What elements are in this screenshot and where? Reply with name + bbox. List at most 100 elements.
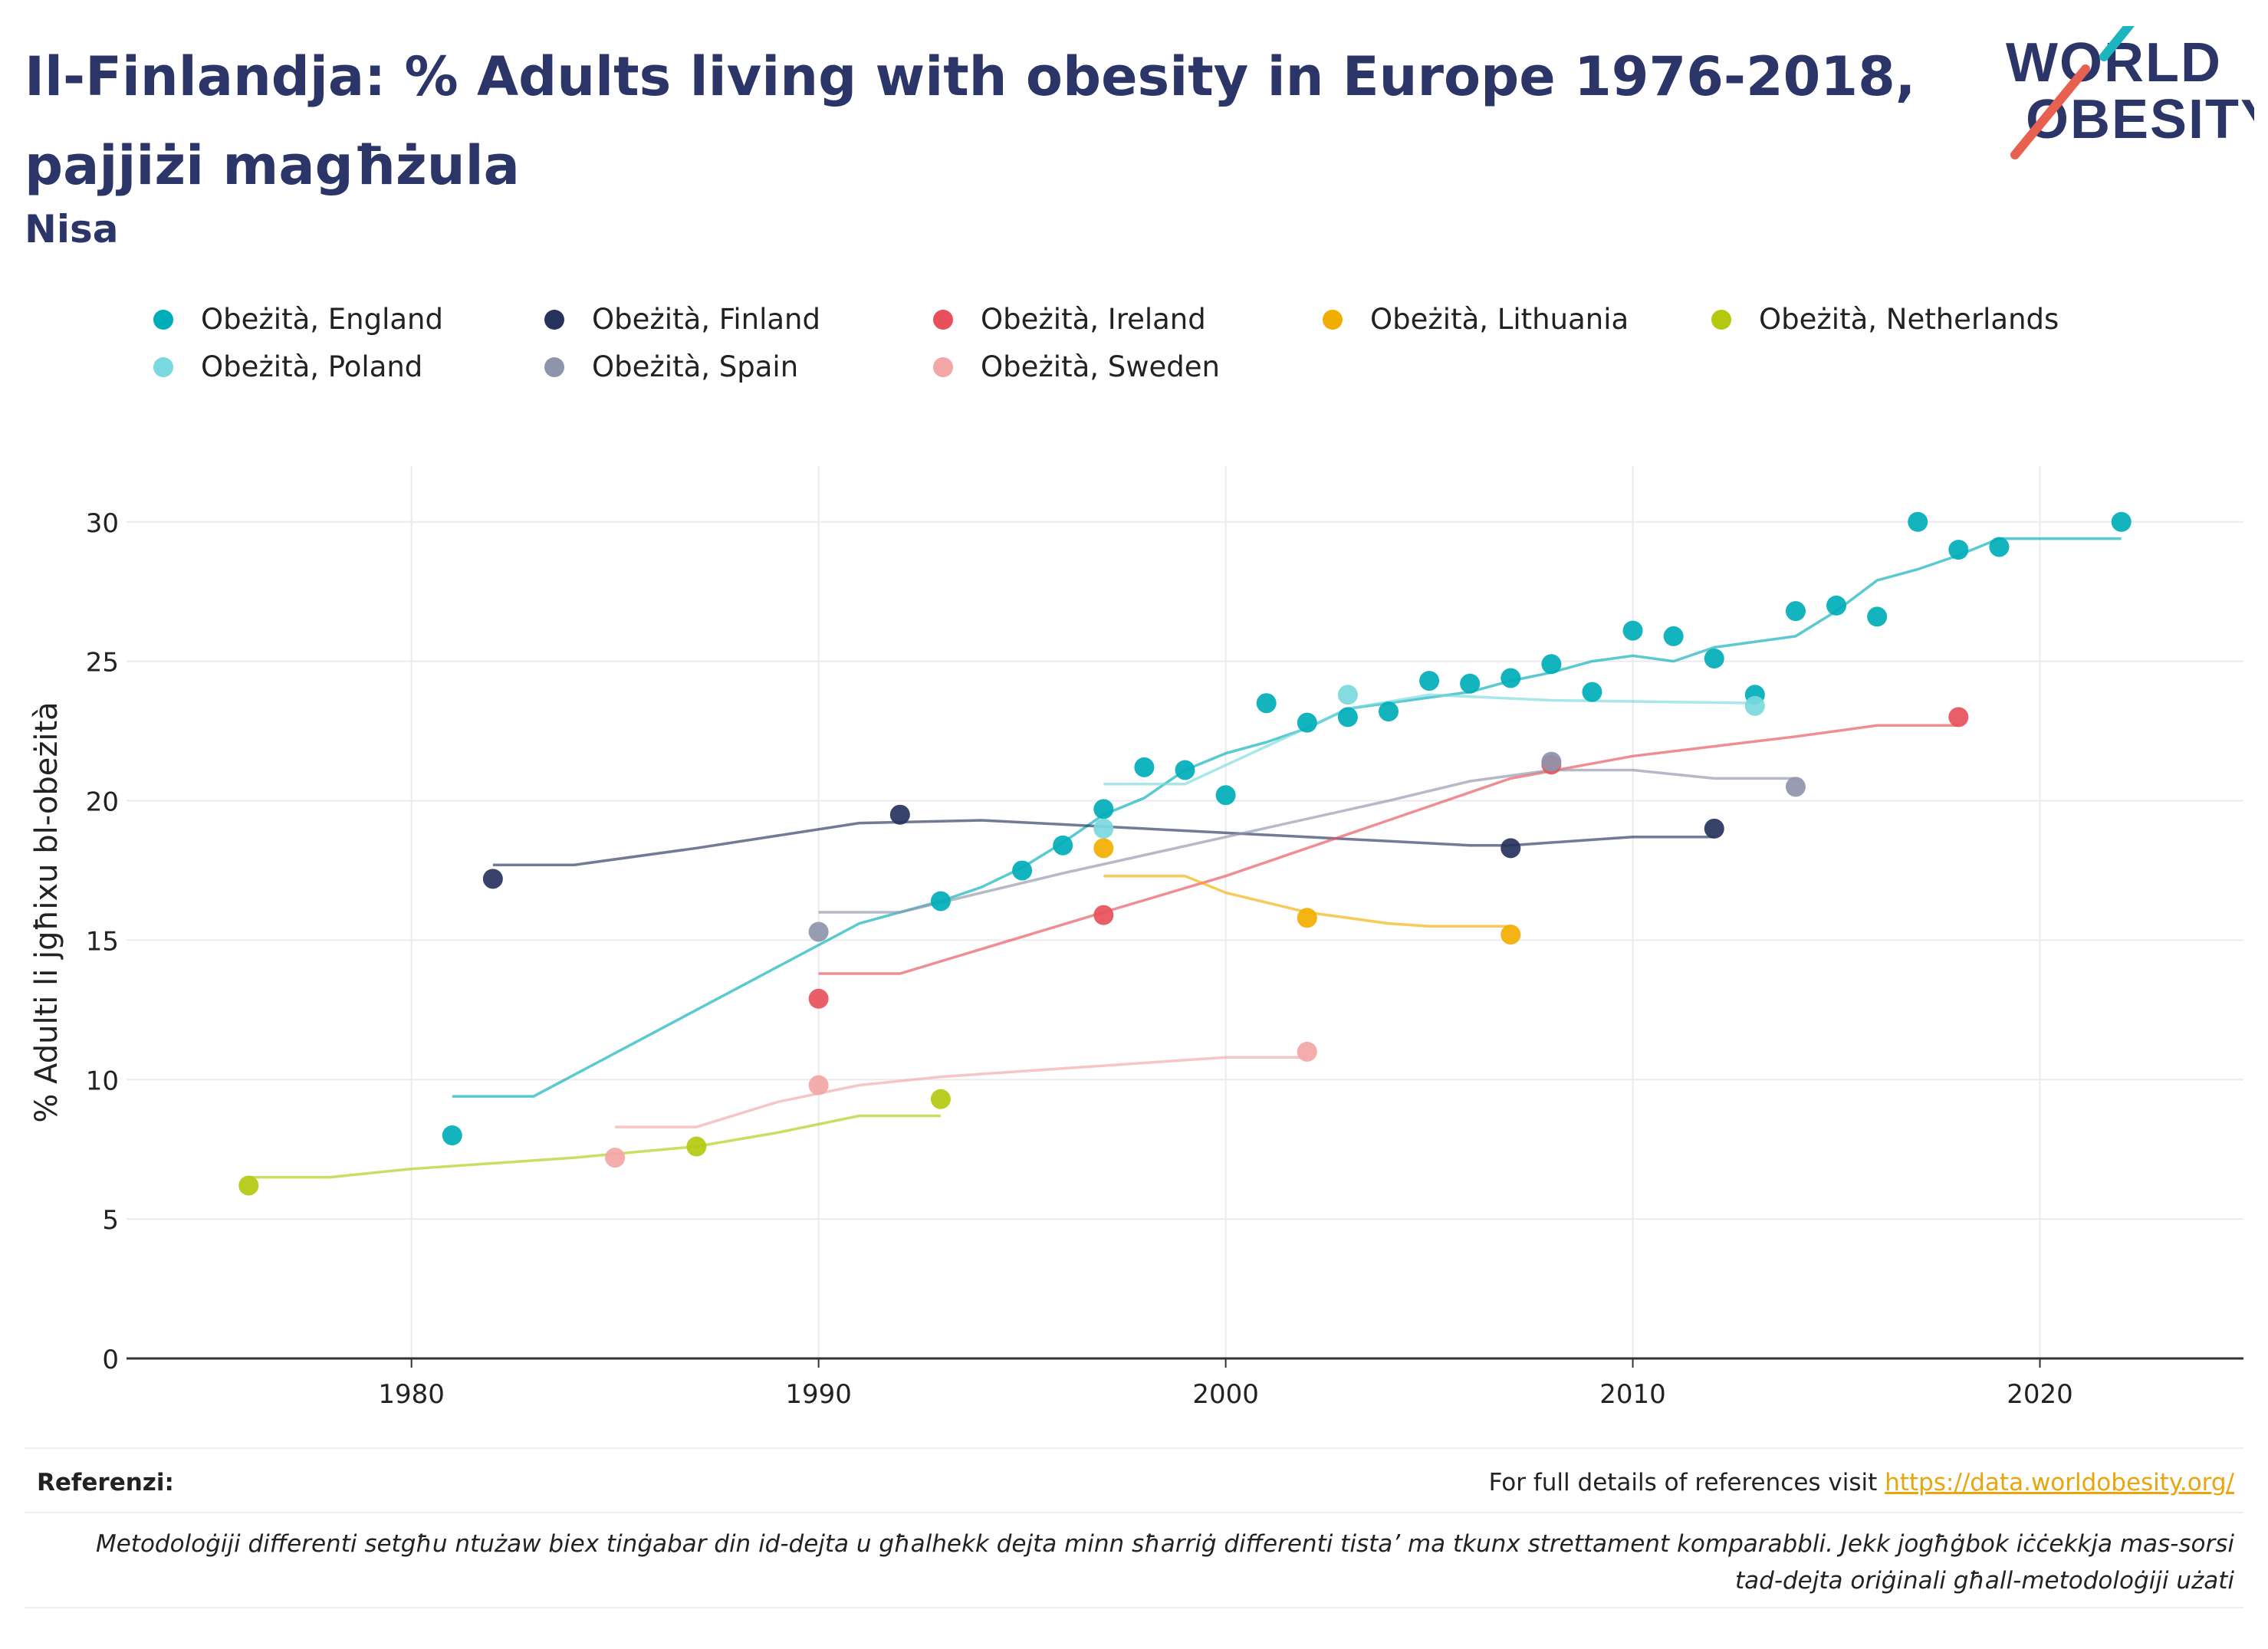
data-point (808, 1075, 829, 1096)
legend-label: Obeżità, Sweden (981, 350, 1220, 383)
legend-item[interactable]: Obeżità, Lithuania (1323, 303, 1629, 336)
data-point (1053, 835, 1073, 856)
data-point (1500, 668, 1521, 688)
data-point (1785, 777, 1806, 797)
legend-item[interactable]: Obeżità, Ireland (933, 303, 1206, 336)
data-point (1256, 693, 1277, 714)
trend-line (615, 1056, 1307, 1128)
data-point (1541, 751, 1562, 772)
legend-label: Obeżità, Spain (592, 350, 799, 383)
legend-marker (1711, 309, 1731, 330)
data-point (1093, 818, 1114, 839)
data-point (1460, 673, 1481, 694)
methodology-note: Metodoloġiji differenti setgħu ntużaw bi… (95, 1530, 2234, 1595)
data-point (1297, 908, 1317, 928)
data-point (1337, 707, 1358, 728)
logo-slash-teal (2099, 26, 2135, 61)
data-point (930, 891, 951, 912)
data-point (1012, 860, 1033, 881)
y-tick-label: 0 (102, 1345, 119, 1375)
legend-item[interactable]: Obeżità, England (153, 303, 443, 336)
data-point (1093, 838, 1114, 859)
legend-label: Obeżità, Ireland (981, 303, 1206, 336)
data-points (238, 511, 2132, 1196)
legend-marker (544, 309, 564, 330)
y-tick-label: 25 (86, 648, 119, 678)
data-point (1541, 654, 1562, 675)
legend-label: Obeżità, Netherlands (1759, 303, 2059, 336)
y-tick-label: 20 (86, 787, 119, 818)
axes: 0 5 10 15 20 25 30 1980 1990 2000 2010 2020 (86, 508, 2243, 1410)
data-point (482, 869, 503, 889)
page-title: Il-Finlandja: % Adults living with obesi… (25, 45, 1916, 197)
x-tick-label: 1980 (378, 1379, 445, 1410)
data-point (1134, 757, 1155, 777)
data-point (1419, 671, 1440, 691)
data-point (930, 1089, 951, 1109)
footer-divider-bottom (25, 1607, 2243, 1608)
data-point (1989, 537, 2010, 557)
logo-slash-red (2010, 64, 2090, 159)
grid-lines (127, 466, 2243, 1358)
data-point (2111, 511, 2132, 532)
data-point (442, 1125, 462, 1145)
legend-marker (933, 309, 953, 330)
legend-marker (153, 356, 173, 377)
legend-item[interactable]: Obeżità, Netherlands (1711, 303, 2059, 336)
references-label: Referenzi: (37, 1469, 174, 1496)
data-point (686, 1136, 707, 1157)
trend-line (818, 724, 1959, 975)
data-point (1093, 799, 1114, 820)
data-point (1948, 707, 1969, 728)
data-point (1785, 601, 1806, 622)
legend-marker (544, 356, 564, 377)
data-point (808, 921, 829, 942)
data-point (1582, 682, 1602, 702)
y-tick-label: 15 (86, 926, 119, 957)
trend-line (248, 1114, 941, 1179)
world-obesity-logo: WORLD OBESITY (2006, 26, 2254, 159)
x-tick-label: 2000 (1192, 1379, 1259, 1410)
references-text: For full details of references visit htt… (1489, 1469, 2234, 1496)
data-point (1500, 925, 1521, 945)
legend-item[interactable]: Obeżità, Sweden (933, 350, 1220, 383)
page-subtitle: Nisa (25, 207, 119, 251)
data-point (1826, 595, 1847, 616)
legend-item[interactable]: Obeżità, Spain (544, 350, 798, 383)
legend-item[interactable]: Obeżità, Finland (544, 303, 820, 336)
footer-divider-mid (25, 1512, 2243, 1513)
data-point (1622, 620, 1643, 641)
data-point (808, 988, 829, 1009)
data-point (1378, 701, 1399, 722)
data-point (605, 1148, 626, 1168)
y-tick-label: 10 (86, 1066, 119, 1096)
y-axis-label: % Adulti li jgħixu bl-obeżità (29, 701, 64, 1122)
data-point (1500, 838, 1521, 859)
data-point (1093, 905, 1114, 925)
legend-marker (153, 309, 173, 330)
legend-marker (933, 356, 953, 377)
data-point (1215, 785, 1236, 806)
trend-lines (248, 537, 2122, 1179)
data-point (889, 804, 910, 825)
data-point (1704, 648, 1724, 668)
references-prefix: For full details of references visit (1488, 1469, 1885, 1496)
x-tick-label: 2010 (1599, 1379, 1666, 1410)
x-tick-label: 1990 (785, 1379, 852, 1410)
legend-label: Obeżità, Finland (592, 303, 820, 336)
x-tick-label: 2020 (2007, 1379, 2073, 1410)
data-point (1704, 818, 1724, 839)
legend-item[interactable]: Obeżità, Poland (153, 350, 422, 383)
legend-marker (1323, 309, 1343, 330)
data-point (1867, 606, 1888, 627)
references-link[interactable]: https://data.worldobesity.org/ (1885, 1469, 2234, 1496)
footer-divider-top (25, 1447, 2243, 1449)
data-point (1663, 626, 1684, 646)
trend-line (492, 819, 1714, 866)
data-point (238, 1175, 259, 1196)
data-point (1948, 540, 1969, 560)
data-point (1908, 511, 1928, 532)
legend-label: Obeżità, Poland (201, 350, 423, 383)
data-point (1744, 695, 1765, 716)
data-point (1297, 712, 1317, 733)
